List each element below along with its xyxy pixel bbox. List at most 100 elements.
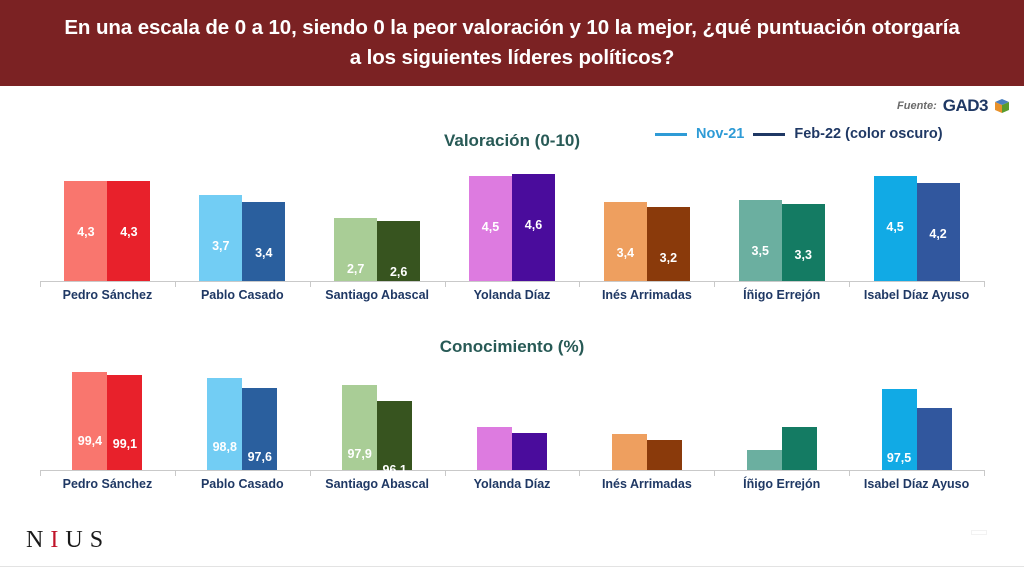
nius-logo-s: S — [89, 527, 111, 553]
bar[interactable]: 98,8 — [207, 377, 243, 470]
bar[interactable]: 3,2 — [646, 206, 690, 281]
bar[interactable]: 4,6 — [512, 173, 555, 281]
nius-logo-n: N — [26, 527, 51, 553]
bar-value-label: 4,5 — [481, 220, 500, 235]
bar[interactable]: 99,4 — [72, 372, 108, 470]
bar-value-label: 97,6 — [247, 449, 272, 464]
source-label: Fuente: — [897, 100, 937, 112]
chart-title-conocimiento: Conocimiento (%) — [439, 337, 585, 356]
axis-tick — [444, 281, 446, 287]
bar[interactable]: 4,5 — [873, 176, 917, 281]
chart2-bar-groups: 99,4 99,1 98,8 97,6 97,9 96,1 93,0 92,3 92,2 91,5… — [40, 363, 984, 526]
source-attribution: Fuente: GAD3 — [897, 96, 1010, 116]
chart-title-valoracion: Valoración (0-10) — [443, 131, 581, 150]
bar[interactable]: 4,5 — [469, 176, 512, 281]
bar-value-label: 99,1 — [112, 436, 138, 451]
nius-logo-i: I — [50, 527, 66, 553]
legend-line-icon-feb22 — [753, 132, 786, 136]
legend-label-feb22: Feb-22 (color oscuro) — [794, 126, 943, 142]
bar[interactable]: 3,7 — [199, 194, 243, 281]
bar-value-label: 4,2 — [929, 227, 947, 242]
page-title: En una escala de 0 a 10, siendo 0 la peo… — [64, 16, 960, 69]
bar[interactable]: 93,0 — [781, 427, 817, 503]
bar[interactable]: 3,4 — [603, 201, 647, 281]
bar-value-label: 3,4 — [255, 245, 273, 260]
bar-group: 92,2 91,5 — [579, 363, 714, 516]
bar-group: 97,5 95,3 — [849, 363, 984, 484]
bar-group: 4,5 4,6 — [445, 160, 580, 281]
category-label: Santiago Abascal — [325, 477, 430, 491]
bar-value-label: 3,2 — [659, 250, 678, 265]
category-label: Pedro Sánchez — [62, 477, 153, 491]
bar-value-label: 4,6 — [524, 217, 543, 232]
category-label: Íñigo Errejón — [743, 477, 821, 491]
bar[interactable]: 4,2 — [916, 183, 960, 281]
chart1-bar-groups: 4,3 4,3 3,7 3,4 2,7 2,6 4,5 4,6 3,4 3,2 3,5 3,3 4,5 4… — [40, 160, 984, 281]
bar[interactable]: 97,9 — [342, 385, 378, 470]
bar-group: 3,7 3,4 — [175, 160, 310, 281]
bar[interactable]: 97,6 — [242, 387, 278, 470]
bar-value-label: 91,5 — [652, 502, 677, 517]
chart2-axis-line — [40, 470, 984, 471]
axis-tick — [444, 470, 446, 476]
bar[interactable]: 4,3 — [64, 180, 108, 281]
bar-value-label: 95,3 — [921, 469, 947, 484]
chart2-category-labels: Pedro Sánchez Pablo Casado Santiago Abasca… — [40, 477, 984, 491]
bar[interactable]: 95,3 — [916, 407, 952, 484]
axis-tick — [714, 281, 716, 287]
corner-watermark — [971, 530, 987, 535]
footer-divider — [0, 566, 1024, 567]
category-label: Pablo Casado — [200, 477, 284, 491]
category-label: Inés Arrimadas — [601, 288, 692, 302]
axis-tick — [309, 470, 311, 476]
axis-tick — [40, 281, 41, 287]
bar-group: 98,8 97,6 — [175, 363, 310, 470]
bar-value-label: 97,5 — [886, 450, 912, 465]
axis-tick — [309, 281, 311, 287]
bar-value-label: 3,3 — [794, 248, 812, 263]
bar-value-label: 97,9 — [347, 447, 372, 462]
bar[interactable]: 92,2 — [611, 434, 647, 510]
axis-tick — [714, 470, 716, 476]
chart1-category-labels: Pedro Sánchez Pablo Casado Santiago Abasca… — [40, 288, 984, 302]
bar[interactable]: 90,3 — [746, 450, 782, 526]
bar-value-label: 93,0 — [482, 489, 507, 504]
bar[interactable]: 4,3 — [107, 180, 151, 281]
bar-value-label: 3,5 — [751, 243, 769, 258]
cube-logo-icon — [994, 98, 1010, 114]
bar[interactable]: 3,5 — [738, 199, 782, 281]
bar-group: 90,3 93,0 — [714, 363, 849, 526]
bar-value-label: 2,6 — [389, 264, 408, 279]
bar-value-label: 98,8 — [212, 439, 237, 454]
axis-tick — [174, 470, 176, 476]
header-banner: En una escala de 0 a 10, siendo 0 la peo… — [0, 0, 1024, 86]
bar-value-label: 92,2 — [617, 496, 642, 511]
axis-tick — [579, 470, 581, 476]
bar-group: 2,7 2,6 — [310, 160, 445, 281]
category-label: Inés Arrimadas — [601, 477, 692, 491]
source-brand: GAD3 — [942, 96, 989, 115]
axis-tick — [40, 470, 41, 476]
bar[interactable]: 3,3 — [781, 204, 825, 281]
bar[interactable]: 97,5 — [881, 388, 917, 470]
category-label: Pablo Casado — [200, 288, 284, 302]
bar-group: 4,5 4,2 — [849, 160, 984, 281]
chart-legend: Nov-21 Feb-22 (color oscuro) — [655, 126, 943, 142]
category-label: Yolanda Díaz — [473, 288, 551, 302]
legend-line-icon-nov21 — [655, 132, 687, 136]
bar-group: 93,0 92,3 — [445, 363, 580, 509]
axis-tick — [579, 281, 581, 287]
bar[interactable]: 3,4 — [242, 201, 286, 281]
bar-group: 97,9 96,1 — [310, 363, 445, 477]
bar[interactable]: 2,6 — [377, 220, 421, 281]
bar-group: 4,3 4,3 — [40, 160, 175, 281]
category-label: Santiago Abascal — [325, 288, 430, 302]
axis-tick — [174, 281, 176, 287]
bar[interactable]: 92,3 — [512, 433, 547, 509]
bar[interactable]: 99,1 — [107, 374, 143, 470]
bar[interactable]: 96,1 — [377, 400, 413, 477]
bar[interactable]: 2,7 — [334, 218, 378, 281]
bar[interactable]: 93,0 — [477, 427, 512, 503]
bar[interactable]: 91,5 — [646, 440, 682, 516]
axis-tick — [849, 281, 851, 287]
